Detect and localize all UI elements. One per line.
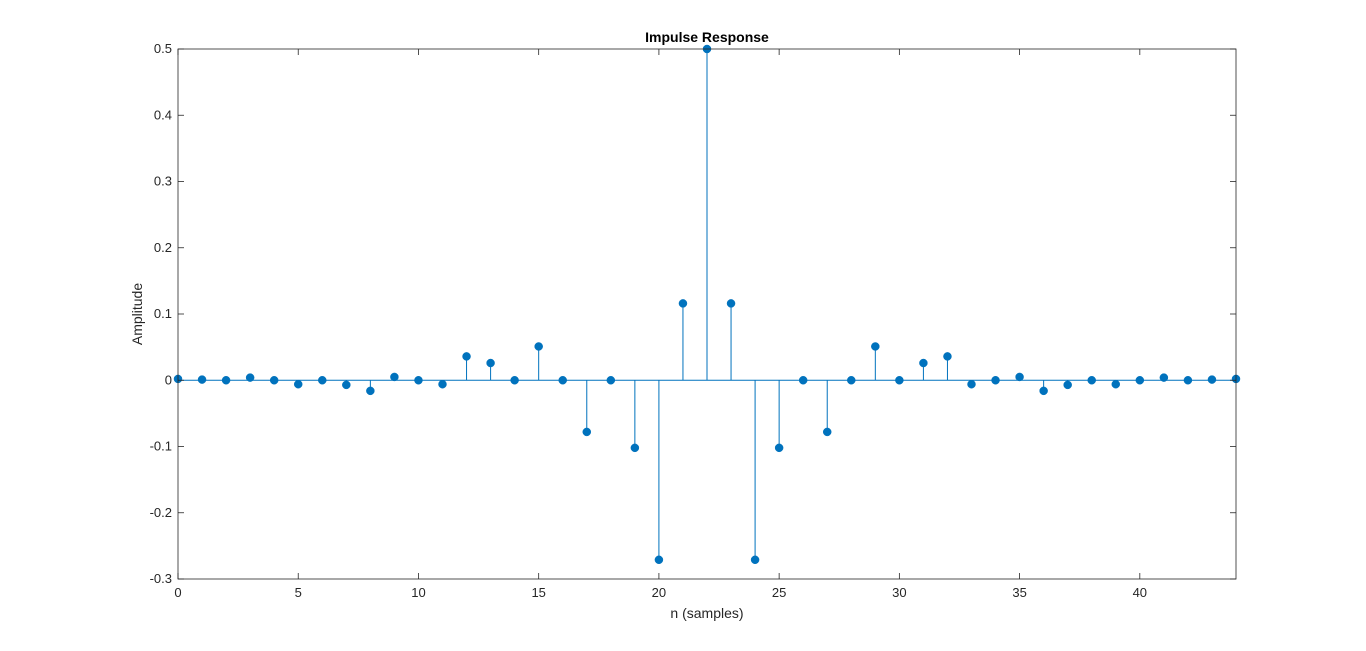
y-tick-label: 0.1 xyxy=(154,306,172,321)
stem-series xyxy=(173,44,1241,565)
stem-marker xyxy=(245,373,255,382)
stem-marker xyxy=(486,358,495,368)
stem-marker xyxy=(293,379,303,389)
x-tick-label: 15 xyxy=(531,585,545,600)
stem-marker xyxy=(895,376,904,385)
stem-marker xyxy=(197,375,207,384)
stem-marker xyxy=(967,379,976,389)
stem-marker xyxy=(750,555,760,565)
stem-marker xyxy=(1207,375,1217,384)
stem-marker xyxy=(798,376,808,385)
stem-marker xyxy=(991,376,1000,385)
y-tick-label: 0 xyxy=(165,372,172,387)
x-tick-label: 5 xyxy=(295,585,302,600)
x-tick-label: 40 xyxy=(1133,585,1147,600)
chart-title: Impulse Response xyxy=(645,29,769,45)
stem-marker xyxy=(414,376,423,385)
stem-marker xyxy=(943,352,952,361)
axis-ticks: 0 5 10 15 20 25 30 35 40 -0.3 -0.2 -0.1 0 0.1 0.2 0.3 0.… xyxy=(150,41,1236,600)
stem-marker xyxy=(558,376,567,385)
axes-box xyxy=(177,48,1237,580)
x-tick-label: 20 xyxy=(652,585,666,600)
stem-marker xyxy=(582,427,592,437)
stem-marker xyxy=(678,299,688,308)
stem-marker xyxy=(1015,372,1024,382)
y-tick-label: 0.2 xyxy=(154,240,172,255)
y-tick-label: -0.1 xyxy=(150,439,172,454)
stem-marker xyxy=(606,376,616,385)
x-tick-label: 10 xyxy=(411,585,425,600)
y-tick-label: 0.5 xyxy=(154,41,172,56)
x-tick-label: 25 xyxy=(772,585,786,600)
stem-marker xyxy=(1183,376,1193,385)
stem-marker xyxy=(1135,376,1145,385)
stem-marker xyxy=(438,379,447,389)
stem-marker xyxy=(390,372,399,382)
x-tick-label: 35 xyxy=(1012,585,1026,600)
stem-marker xyxy=(630,443,640,453)
stem-marker xyxy=(654,555,664,565)
stem-marker xyxy=(774,443,784,453)
stem-marker xyxy=(221,376,231,385)
stem-marker xyxy=(1087,376,1096,385)
stem-marker xyxy=(1039,386,1048,396)
stem-marker xyxy=(871,342,880,351)
stem-marker xyxy=(342,380,351,390)
stem-marker xyxy=(269,376,279,385)
x-tick-label: 30 xyxy=(892,585,906,600)
y-tick-label: -0.2 xyxy=(150,505,172,520)
x-axis-label: n (samples) xyxy=(670,605,743,621)
stem-marker xyxy=(462,352,471,361)
stem-marker xyxy=(1159,373,1169,382)
stem-marker xyxy=(318,376,327,385)
stem-marker xyxy=(510,376,519,385)
stem-marker xyxy=(919,358,928,368)
stem-marker xyxy=(1111,379,1121,389)
y-tick-label: 0.3 xyxy=(154,174,172,189)
stem-marker xyxy=(822,427,832,437)
y-tick-label: -0.3 xyxy=(150,571,172,586)
stem-marker xyxy=(726,299,736,308)
stem-marker xyxy=(847,376,856,385)
stem-marker xyxy=(1063,380,1072,390)
y-axis-label: Amplitude xyxy=(129,283,145,345)
stem-marker xyxy=(534,342,543,351)
x-tick-label: 0 xyxy=(174,585,181,600)
stem-marker xyxy=(366,386,375,396)
y-tick-label: 0.4 xyxy=(154,107,172,122)
